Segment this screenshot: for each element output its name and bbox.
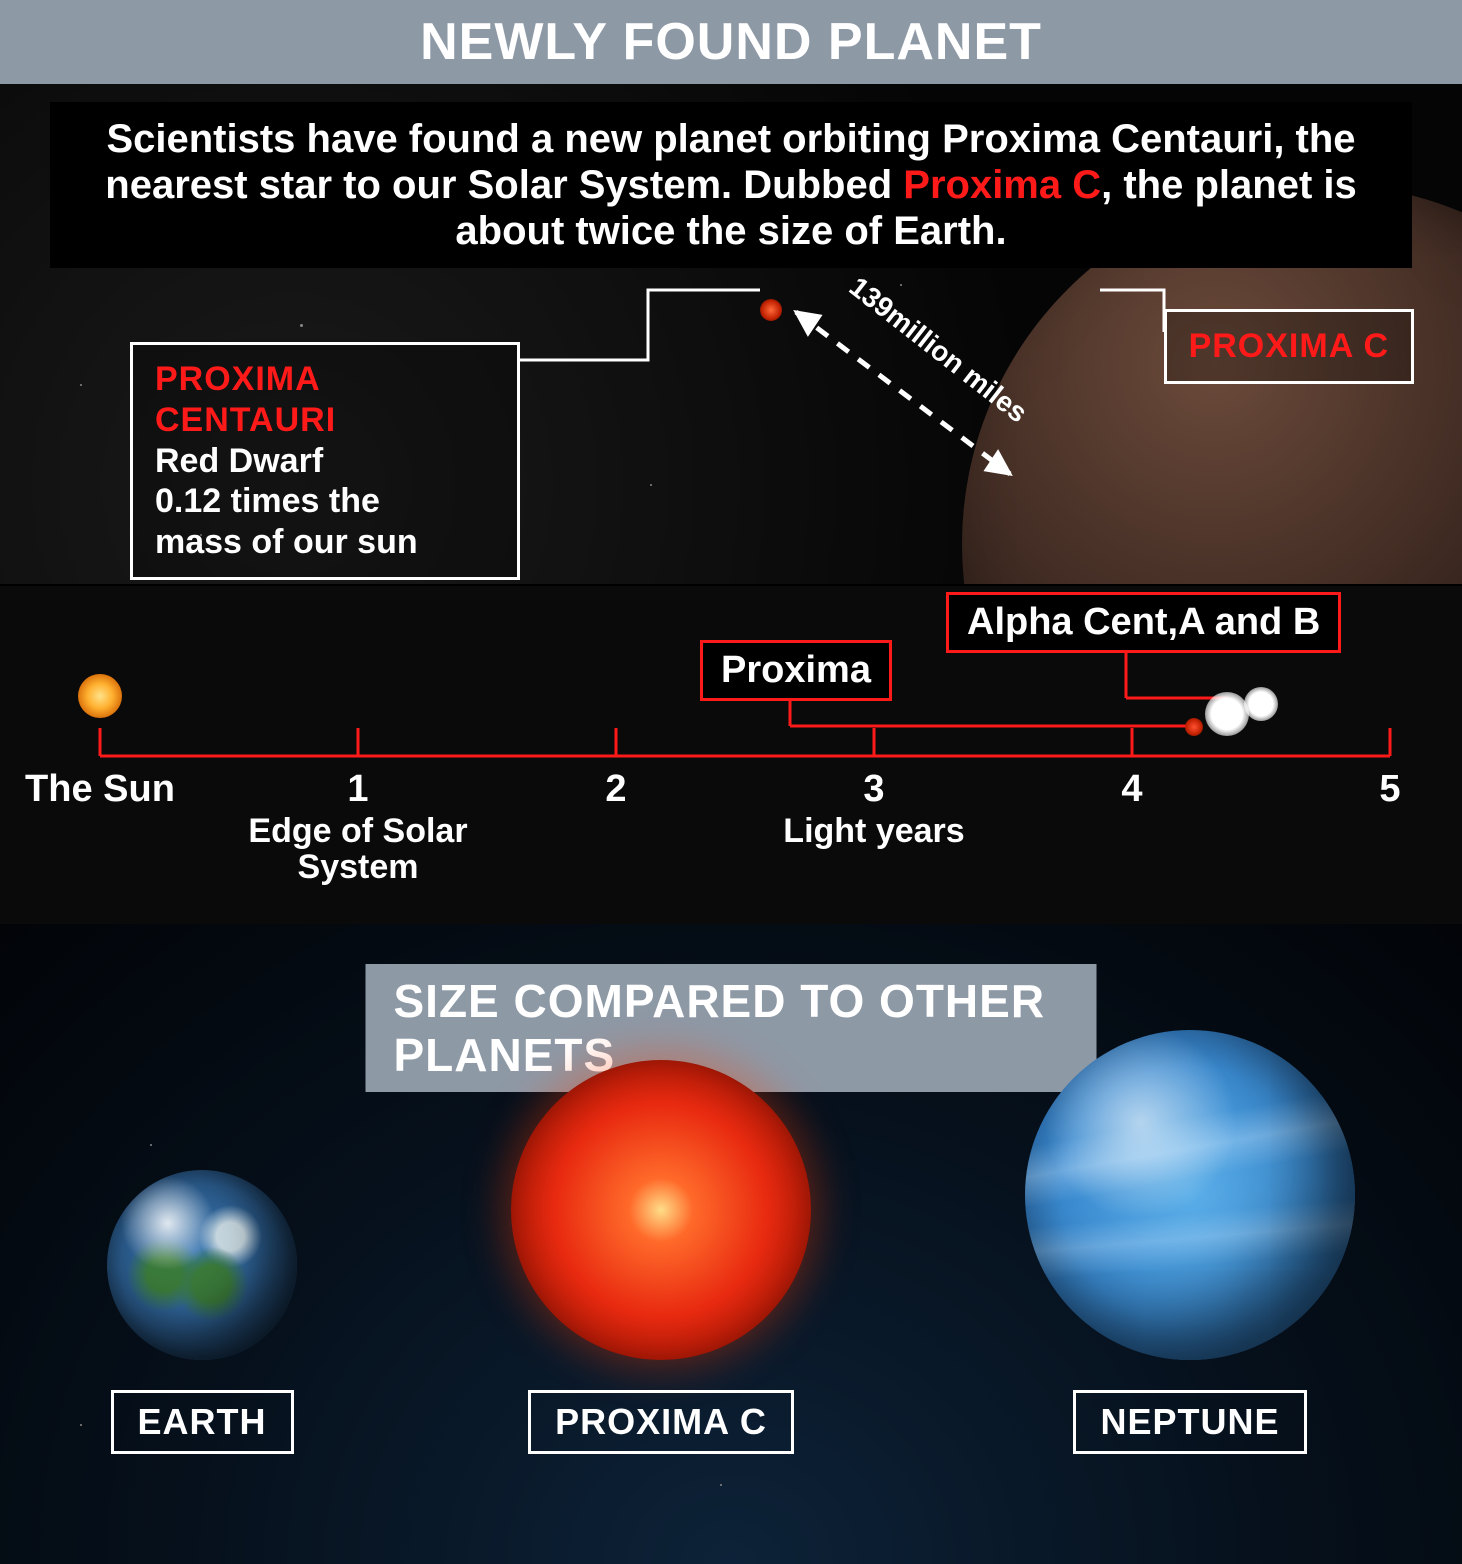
tick-3: 3 [863,768,884,811]
hero-panel: Scientists have found a new planet orbit… [0,84,1462,584]
neptune-render [1025,1030,1355,1360]
centauri-line1: Red Dwarf [155,441,495,482]
neptune-label: NEPTUNE [1073,1390,1306,1454]
alpha-label: Alpha Cent,A and B [967,601,1320,643]
proxc-label: PROXIMA C [528,1390,794,1454]
centauri-line3: mass of our sun [155,522,495,563]
sun-label: The Sun [25,768,175,811]
bg-star [720,1484,722,1486]
tick-1: 1 [347,768,368,811]
proxima-label: Proxima [721,649,871,691]
alpha-b-dot [1244,687,1278,721]
alpha-cent-label-box: Alpha Cent,A and B [946,592,1341,653]
planet-col-proxc: PROXIMA C [511,1060,811,1454]
page-title: NEWLY FOUND PLANET [0,12,1462,72]
earth-render [107,1170,297,1360]
earth-label: EARTH [111,1390,294,1454]
lightyears-label: Light years [783,814,964,850]
proxc-label: PROXIMA C [1189,327,1389,365]
header-bar: NEWLY FOUND PLANET [0,0,1462,84]
edge-label: Edge of Solar System [218,814,498,885]
tick-2: 2 [605,768,626,811]
proxima-centauri-label-box: PROXIMA CENTAURI Red Dwarf 0.12 times th… [130,342,520,580]
centauri-title: PROXIMA CENTAURI [155,359,495,441]
proxima-label-box: Proxima [700,640,892,701]
planet-col-earth: EARTH [107,1170,297,1454]
proxima-c-label-box: PROXIMA C [1164,309,1414,384]
tick-4: 4 [1121,768,1142,811]
centauri-line2: 0.12 times the [155,481,495,522]
tick-5: 5 [1379,768,1400,811]
proxima-dot [1185,718,1203,736]
sun-icon [78,674,122,718]
proxima-c-render [511,1060,811,1360]
size-compare-panel: SIZE COMPARED TO OTHER PLANETS EARTH PRO… [0,924,1462,1564]
planet-row: EARTH PROXIMA C NEPTUNE [0,1074,1462,1454]
lightyear-scale-panel: Proxima Alpha Cent,A and B The Sun 1 2 3… [0,584,1462,924]
planet-col-neptune: NEPTUNE [1025,1030,1355,1454]
